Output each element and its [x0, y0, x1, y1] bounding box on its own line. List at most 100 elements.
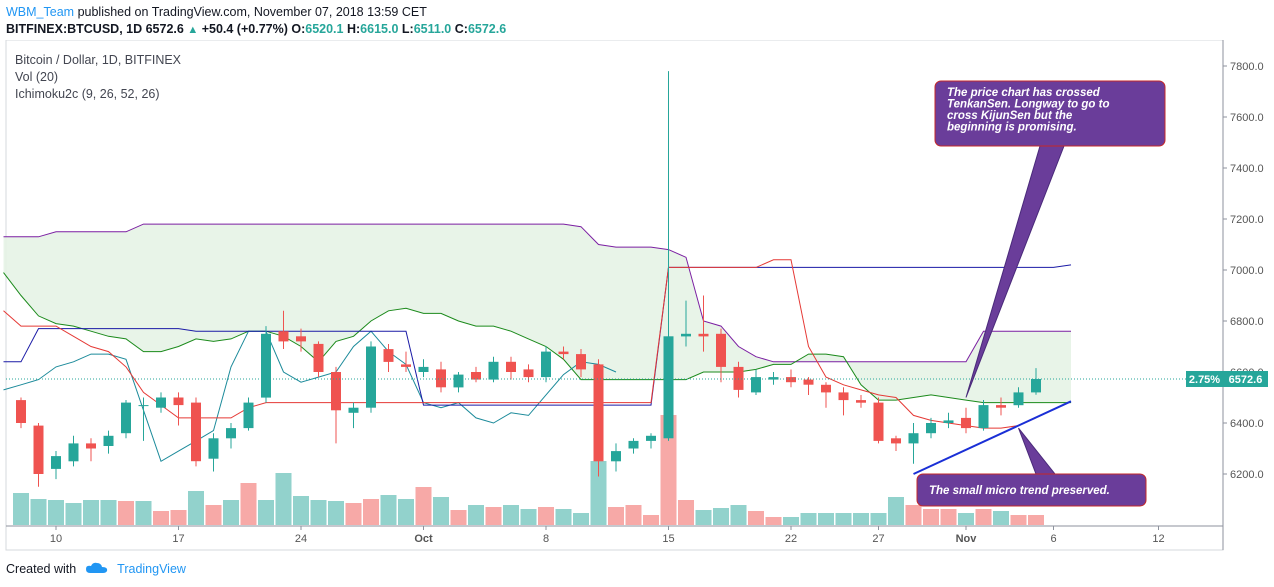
volume-bar: [818, 513, 834, 525]
candle-body: [208, 438, 219, 459]
candle-body: [523, 369, 534, 378]
candle-body: [51, 456, 61, 469]
candle-body: [401, 364, 411, 367]
volume-bar: [65, 503, 82, 525]
candle-body: [593, 364, 604, 462]
volume-bar: [853, 513, 869, 525]
symbol-bar: BITFINEX:BTCUSD, 1D 6572.6 ▲ +50.4 (+0.7…: [6, 22, 506, 36]
candle-body: [681, 333, 691, 337]
volume-bar: [870, 513, 887, 525]
x-tick-label: 8: [543, 533, 549, 545]
candle-body: [698, 333, 709, 337]
candle-body: [121, 402, 131, 434]
candle-body: [348, 407, 359, 413]
y-tick-label: 7800.0: [1230, 61, 1264, 73]
candle-body: [908, 433, 919, 444]
volume-bar: [398, 499, 414, 525]
volume-bar: [625, 505, 642, 525]
volume-bar: [905, 505, 922, 525]
x-tick-label: 17: [172, 533, 184, 545]
publisher-link[interactable]: WBM_Team: [6, 5, 75, 19]
candle-body: [173, 397, 184, 406]
close-value: 6572.6: [467, 22, 507, 36]
close-label: C:: [454, 22, 468, 36]
candle-body: [86, 443, 96, 449]
volume-bar: [205, 505, 222, 525]
trend-line[interactable]: [913, 400, 1072, 475]
y-tick-label: 6200.0: [1230, 469, 1264, 481]
open-label: O:: [291, 22, 306, 36]
callout-tenkan[interactable]: The price chart has crossed TenkanSen. Lo…: [934, 80, 1166, 398]
volume-bar: [485, 507, 502, 525]
candle-body: [138, 405, 149, 407]
volume-bar: [888, 497, 904, 525]
volume-bar: [223, 500, 239, 525]
volume-bar: [573, 513, 589, 525]
candle-body: [506, 361, 516, 372]
candle-body: [646, 435, 656, 441]
publish-info: WBM_Team published on TradingView.com, N…: [6, 5, 427, 19]
candle-body: [261, 333, 271, 398]
low-value: 6511.0: [413, 22, 452, 36]
volume-bar: [1010, 515, 1027, 525]
callout-text: The price chart has crossed TenkanSen. Lo…: [947, 87, 1110, 134]
x-tick-label: 24: [295, 533, 307, 545]
candle-body: [663, 336, 674, 439]
candle-body: [471, 372, 481, 380]
candle-body: [243, 402, 254, 429]
volume-bar: [328, 501, 344, 525]
x-tick-label: Oct: [414, 533, 433, 545]
x-tick-label: 22: [785, 533, 797, 545]
volume-bar: [135, 501, 152, 525]
candle-body: [103, 435, 114, 446]
volume-bar: [730, 505, 747, 525]
y-tick-label: 6800.0: [1230, 316, 1264, 328]
volume-bar: [153, 511, 169, 525]
senkou-span-b-line: [3, 223, 1071, 363]
last-price: 6572.6: [145, 22, 184, 36]
volume-bar: [590, 461, 607, 525]
volume-bar: [188, 491, 204, 525]
volume-bar: [608, 507, 624, 525]
volume-bar: [940, 509, 957, 525]
x-tick-label: 27: [872, 533, 884, 545]
volume-bar: [678, 500, 694, 525]
ichimoku-cloud: [3, 224, 1071, 403]
candle-body: [576, 354, 586, 370]
candle-body: [628, 440, 639, 449]
volume-bar: [923, 509, 939, 525]
open-value: 6520.1: [305, 22, 344, 36]
senkou-span-a-line: [3, 272, 1071, 404]
chart-title[interactable]: Bitcoin / Dollar, 1D, BITFINEX: [15, 53, 182, 67]
volume-bar: [520, 509, 537, 525]
volume-bar: [415, 487, 432, 525]
volume-bar: [363, 499, 379, 525]
candle-body: [226, 428, 236, 439]
y-tick-label: 7000.0: [1230, 265, 1264, 277]
volume-bar: [695, 510, 712, 525]
volume-legend[interactable]: Vol (20): [15, 70, 59, 84]
volume-bar: [170, 510, 187, 525]
y-tick-label: 6400.0: [1230, 418, 1264, 430]
volume-bar: [345, 503, 362, 525]
candle-body: [313, 343, 324, 372]
callout-text: The small micro trend preserved.: [929, 485, 1110, 497]
volume-bar: [660, 415, 677, 525]
price-badge: [1223, 370, 1268, 387]
high-label: H:: [346, 22, 361, 36]
ichimoku-legend[interactable]: Ichimoku2c (9, 26, 52, 26): [15, 87, 160, 101]
volume-bar: [118, 501, 134, 525]
candle-body: [296, 336, 306, 342]
price-chart[interactable]: 6200.06400.06600.06800.07000.07200.07400…: [0, 40, 1274, 560]
pct-badge: [1186, 370, 1223, 387]
candle-body: [558, 351, 569, 355]
y-tick-label: 7400.0: [1230, 163, 1264, 175]
volume-bar: [380, 495, 397, 525]
callout-microtrend[interactable]: The small micro trend preserved.: [916, 427, 1147, 507]
tradingview-link[interactable]: TradingView: [117, 562, 186, 576]
candle-body: [366, 346, 376, 408]
volume-bar: [800, 513, 817, 525]
volume-bar: [30, 499, 47, 525]
candle-body: [191, 402, 201, 462]
candle-body: [488, 361, 499, 380]
